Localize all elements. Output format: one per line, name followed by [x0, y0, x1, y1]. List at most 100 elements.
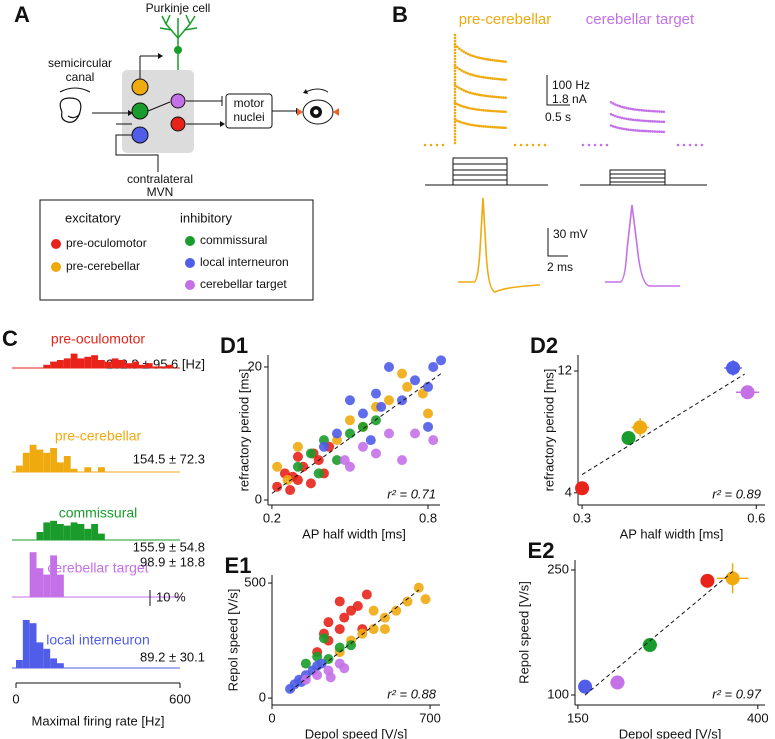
trace-dot — [471, 54, 474, 58]
scale-label: 2 ms — [547, 260, 573, 274]
trace-dot — [453, 87, 457, 91]
trace-dot — [499, 78, 503, 81]
trace-dot — [587, 143, 591, 147]
trace-dot — [453, 114, 457, 118]
trace-dot — [504, 126, 507, 130]
data-point — [334, 642, 345, 653]
y-tick-label: 100 — [547, 686, 569, 701]
trace-dot — [504, 60, 507, 63]
trace-dot — [453, 105, 457, 109]
trace-dot — [497, 59, 501, 63]
trace-dot — [462, 50, 466, 54]
trace-dot — [469, 91, 472, 95]
data-point — [292, 441, 303, 452]
trace-dot — [660, 120, 663, 124]
trace-dot — [453, 120, 457, 124]
trace-dot — [469, 123, 472, 126]
motor-label: nuclei — [233, 110, 264, 124]
trace-dot — [458, 47, 461, 50]
arrowhead — [158, 53, 163, 59]
trace-dot — [688, 143, 692, 147]
histogram-bar — [29, 552, 37, 597]
trace-dot — [631, 128, 635, 132]
trace-dot — [488, 58, 492, 62]
histogram-bar — [16, 660, 23, 668]
trace-dot — [622, 117, 626, 120]
y-axis-label: refractory period [ms] — [541, 369, 556, 492]
trace-dot — [640, 119, 644, 122]
arrowhead — [128, 110, 133, 116]
histogram-bar — [70, 353, 78, 368]
data-point — [410, 375, 421, 386]
trace-dot — [504, 96, 507, 100]
trace-dot — [543, 143, 547, 147]
trace-dot — [466, 72, 470, 75]
y-tick-label: 0 — [255, 491, 262, 506]
data-point — [365, 435, 376, 446]
histogram-bar — [50, 555, 57, 597]
trace-dot — [460, 121, 463, 124]
data-point — [397, 455, 408, 466]
trace-dot — [466, 90, 470, 94]
x-tick-label: 0.3 — [573, 510, 591, 525]
trace-dot — [647, 119, 650, 123]
trace-dot — [622, 127, 626, 131]
trace-dot — [493, 95, 496, 99]
trace-dot — [453, 54, 457, 58]
neuron — [170, 93, 186, 109]
legend-item: cerebellar target — [200, 277, 287, 291]
spike-trace — [458, 197, 541, 293]
trace-dot — [491, 77, 494, 80]
neuron — [131, 78, 149, 96]
trace-dot — [499, 126, 503, 129]
trace-dot — [618, 126, 622, 130]
trace-dot — [642, 119, 646, 123]
histogram-bar — [36, 532, 44, 540]
legend-item: commissural — [200, 233, 267, 247]
data-point — [300, 658, 311, 669]
y-tick-label: 500 — [244, 574, 266, 589]
trace-dot — [484, 57, 488, 61]
data-point — [423, 421, 434, 432]
connection — [115, 123, 159, 172]
data-point — [357, 408, 368, 419]
histogram-bar — [63, 456, 71, 472]
trace-dot — [614, 114, 617, 118]
trace-dot — [638, 108, 641, 112]
data-point — [316, 658, 327, 669]
trace-dot — [660, 130, 663, 134]
trace-dot — [502, 78, 505, 81]
data-point — [357, 421, 368, 432]
series-stat: 155.9 ± 54.8 — [133, 539, 205, 554]
trace-dot — [653, 109, 657, 113]
trace-dot — [655, 130, 659, 133]
trace-dot — [477, 56, 481, 60]
legend-item: pre-oculomotor — [66, 236, 147, 250]
trace-dot — [640, 108, 644, 112]
trace-dot — [638, 119, 641, 122]
trace-dot — [429, 143, 433, 147]
x-tick-label: 150 — [567, 710, 589, 725]
canal-label: canal — [66, 70, 95, 84]
trace-dot — [475, 55, 479, 59]
y-axis-label: Repol speed [V/s] — [225, 589, 240, 692]
trace-dot — [593, 143, 597, 147]
trace-dot — [651, 109, 655, 113]
trace-dot — [453, 123, 457, 127]
scale-label: 10 % — [156, 589, 186, 604]
trace-dot — [484, 76, 488, 79]
histogram-bar — [98, 360, 105, 368]
trace-dot — [495, 110, 499, 113]
trace-dot — [460, 104, 463, 108]
histogram-bar — [84, 467, 92, 472]
trace-dot — [441, 143, 445, 147]
data-point — [428, 435, 439, 446]
trace-dot — [649, 119, 652, 123]
histogram-bar — [98, 467, 105, 472]
legend-heading: excitatory — [65, 210, 121, 225]
x-tick-label: 0 — [12, 691, 19, 706]
trace-dot — [495, 95, 499, 99]
trace-dot — [464, 51, 468, 55]
trace-dot — [486, 109, 490, 112]
purkinje-label: Purkinje cell — [146, 1, 211, 15]
